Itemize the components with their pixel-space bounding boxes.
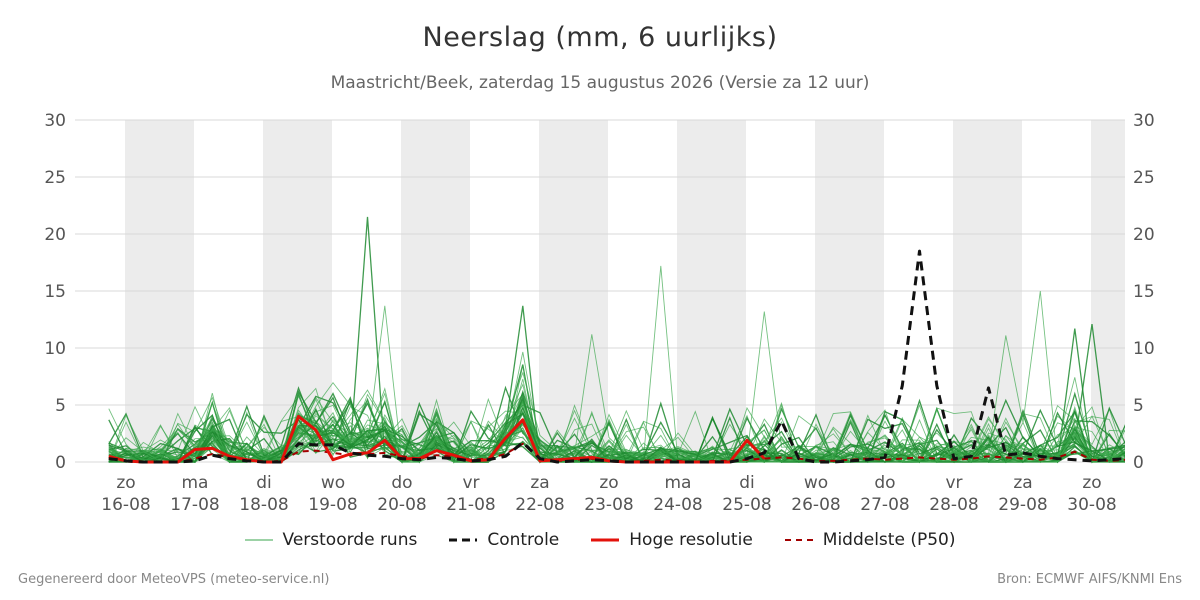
x-tick-day-9: di xyxy=(739,473,755,493)
y-tick-left-20: 20 xyxy=(44,225,66,245)
y-tick-right-5: 5 xyxy=(1133,396,1144,416)
x-tick-date-13: 29-08 xyxy=(998,495,1047,515)
chart-subtitle: Maastricht/Beek, zaterdag 15 augustus 20… xyxy=(330,73,870,93)
y-tick-right-0: 0 xyxy=(1133,453,1144,473)
legend-label-perturbed: Verstoorde runs xyxy=(282,530,418,550)
x-tick-date-11: 27-08 xyxy=(860,495,909,515)
x-tick-date-4: 20-08 xyxy=(377,495,426,515)
y-tick-left-15: 15 xyxy=(44,282,66,302)
x-tick-date-7: 23-08 xyxy=(584,495,633,515)
footer-source: Bron: ECMWF AIFS/KNMI Ens xyxy=(997,572,1182,587)
legend-swatch-control xyxy=(449,534,478,546)
x-tick-day-10: wo xyxy=(804,473,828,493)
x-tick-date-10: 26-08 xyxy=(791,495,840,515)
x-tick-day-1: ma xyxy=(182,473,209,493)
ensemble-run-47 xyxy=(108,381,1125,463)
legend-label-control: Controle xyxy=(487,530,560,550)
legend-label-hires: Hoge resolutie xyxy=(629,530,753,550)
x-tick-day-5: vr xyxy=(462,473,479,493)
y-tick-left-30: 30 xyxy=(44,111,66,131)
legend-item-perturbed[interactable]: Verstoorde runs xyxy=(244,530,418,550)
x-tick-day-0: zo xyxy=(116,473,135,493)
y-tick-right-10: 10 xyxy=(1133,339,1155,359)
legend-label-median: Middelste (P50) xyxy=(822,530,956,550)
x-tick-day-7: zo xyxy=(599,473,618,493)
y-tick-left-5: 5 xyxy=(55,396,66,416)
x-tick-day-3: wo xyxy=(321,473,345,493)
y-tick-right-15: 15 xyxy=(1133,282,1155,302)
x-tick-day-2: di xyxy=(256,473,272,493)
legend-swatch-perturbed xyxy=(244,534,273,546)
x-tick-date-6: 22-08 xyxy=(515,495,564,515)
x-tick-date-14: 30-08 xyxy=(1067,495,1116,515)
y-tick-right-30: 30 xyxy=(1133,111,1155,131)
legend: Verstoorde runs Controle Hoge resolutie … xyxy=(0,530,1200,550)
x-tick-date-9: 25-08 xyxy=(722,495,771,515)
x-tick-date-12: 28-08 xyxy=(929,495,978,515)
legend-item-hires[interactable]: Hoge resolutie xyxy=(591,530,753,550)
legend-item-median[interactable]: Middelste (P50) xyxy=(784,530,956,550)
ensemble-run-50 xyxy=(108,392,1125,463)
x-tick-day-4: do xyxy=(391,473,412,493)
x-tick-day-6: za xyxy=(530,473,549,493)
x-tick-day-12: vr xyxy=(945,473,962,493)
x-tick-date-8: 24-08 xyxy=(653,495,702,515)
x-tick-day-14: zo xyxy=(1082,473,1101,493)
x-tick-day-13: za xyxy=(1013,473,1032,493)
y-tick-left-25: 25 xyxy=(44,168,66,188)
control-line xyxy=(108,249,1125,464)
x-tick-day-8: ma xyxy=(665,473,692,493)
chart-title: Neerslag (mm, 6 uurlijks) xyxy=(422,22,778,53)
x-tick-date-1: 17-08 xyxy=(170,495,219,515)
legend-swatch-hires xyxy=(591,534,620,546)
x-tick-date-0: 16-08 xyxy=(101,495,150,515)
y-tick-right-20: 20 xyxy=(1133,225,1155,245)
legend-item-control[interactable]: Controle xyxy=(449,530,559,550)
legend-swatch-median xyxy=(784,534,813,546)
main-series xyxy=(108,249,1125,464)
y-tick-right-25: 25 xyxy=(1133,168,1155,188)
y-tick-left-10: 10 xyxy=(44,339,66,359)
x-tick-date-3: 19-08 xyxy=(308,495,357,515)
x-tick-date-5: 21-08 xyxy=(446,495,495,515)
footer-generated-by: Gegenereerd door MeteoVPS (meteo-service… xyxy=(18,572,330,587)
x-tick-date-2: 18-08 xyxy=(239,495,288,515)
x-tick-day-11: do xyxy=(874,473,895,493)
y-tick-left-0: 0 xyxy=(55,453,66,473)
